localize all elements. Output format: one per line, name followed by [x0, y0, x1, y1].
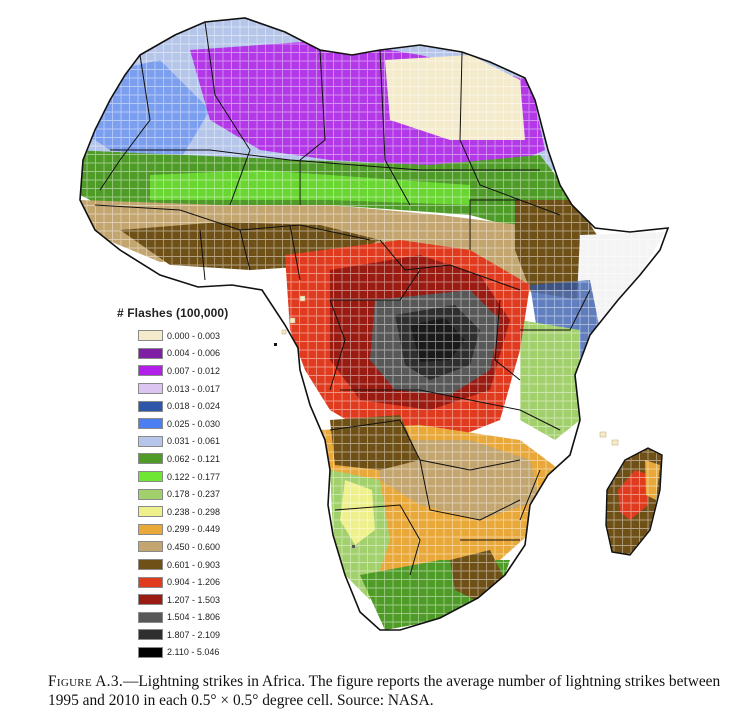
legend-label: 1.207 - 1.503 [167, 594, 221, 605]
legend-swatch [138, 488, 163, 500]
legend-label: 0.004 - 0.006 [167, 348, 221, 359]
legend-swatch [138, 576, 163, 588]
legend-item: 0.000 - 0.003 [138, 327, 270, 345]
legend-label: 0.007 - 0.012 [167, 365, 221, 376]
legend-swatch [138, 506, 163, 518]
legend-item: 0.004 - 0.006 [138, 345, 270, 363]
zone-madagascar-red [618, 470, 650, 520]
legend-item: 0.062 - 0.121 [138, 450, 270, 468]
legend-swatch [138, 383, 163, 395]
zone-horn-light [575, 232, 665, 340]
legend-item: 0.904 - 1.206 [138, 573, 270, 591]
zone-libya-egypt-light [385, 55, 525, 140]
legend-label: 1.807 - 2.109 [167, 629, 221, 640]
legend-swatch [138, 347, 163, 359]
legend-item: 0.122 - 0.177 [138, 468, 270, 486]
legend-swatch [138, 471, 163, 483]
legend-label: 0.025 - 0.030 [167, 418, 221, 429]
zone-congo-black [410, 318, 465, 362]
legend-rows: 0.000 - 0.003 0.004 - 0.006 0.007 - 0.012 0… [110, 327, 270, 661]
legend-label: 0.031 - 0.061 [167, 436, 221, 447]
legend-item: 0.031 - 0.061 [138, 433, 270, 451]
legend-swatch [138, 453, 163, 465]
legend-item: 0.025 - 0.030 [138, 415, 270, 433]
legend-swatch [138, 330, 163, 342]
legend-label: 0.178 - 0.237 [167, 489, 221, 500]
legend-item: 0.013 - 0.017 [138, 380, 270, 398]
legend-label: 0.000 - 0.003 [167, 330, 221, 341]
legend-label: 1.504 - 1.806 [167, 612, 221, 623]
legend-label: 0.238 - 0.298 [167, 506, 221, 517]
africa-lightning-map [79, 17, 669, 631]
legend-item: 0.601 - 0.903 [138, 556, 270, 574]
legend-swatch [138, 435, 163, 447]
legend: # Flashes (100,000) 0.000 - 0.003 0.004 -… [110, 306, 270, 661]
legend-label: 0.018 - 0.024 [167, 401, 221, 412]
legend-swatch [138, 400, 163, 412]
country-borders [94, 21, 591, 576]
zone-namibia-yellow [340, 480, 375, 545]
legend-item: 1.504 - 1.806 [138, 609, 270, 627]
legend-swatch [138, 418, 163, 430]
figure-label: Figure A.3. [48, 673, 123, 690]
legend-swatch [138, 611, 163, 623]
legend-label: 0.450 - 0.600 [167, 541, 221, 552]
legend-label: 0.299 - 0.449 [167, 524, 221, 535]
caption-text: —Lightning strikes in Africa. The figure… [48, 673, 721, 709]
legend-swatch [138, 629, 163, 641]
legend-item: 0.450 - 0.600 [138, 538, 270, 556]
legend-item: 1.207 - 1.503 [138, 591, 270, 609]
zone-sahel-bright [150, 170, 470, 205]
legend-label: 0.062 - 0.121 [167, 453, 221, 464]
legend-item: 0.018 - 0.024 [138, 397, 270, 415]
zone-angola-brown [330, 415, 420, 470]
zone-east-africa-green [520, 320, 580, 440]
legend-label: 0.122 - 0.177 [167, 471, 221, 482]
legend-item: 0.238 - 0.298 [138, 503, 270, 521]
legend-swatch [138, 646, 163, 658]
legend-swatch [138, 541, 163, 553]
legend-item: 2.110 - 5.046 [138, 644, 270, 662]
figure-caption: Figure A.3.—Lightning strikes in Africa.… [48, 672, 724, 710]
legend-item: 0.178 - 0.237 [138, 485, 270, 503]
legend-swatch [138, 594, 163, 606]
legend-swatch [138, 559, 163, 571]
legend-item: 0.007 - 0.012 [138, 362, 270, 380]
legend-title: # Flashes (100,000) [117, 306, 229, 320]
legend-item: 1.807 - 2.109 [138, 626, 270, 644]
legend-swatch [138, 523, 163, 535]
zone-madagascar-orange [645, 460, 660, 500]
island-dots [274, 295, 619, 548]
legend-label: 0.013 - 0.017 [167, 383, 221, 394]
legend-label: 0.904 - 1.206 [167, 577, 221, 588]
legend-label: 2.110 - 5.046 [167, 647, 220, 658]
legend-swatch [138, 365, 163, 377]
legend-label: 0.601 - 0.903 [167, 559, 221, 570]
legend-item: 0.299 - 0.449 [138, 521, 270, 539]
